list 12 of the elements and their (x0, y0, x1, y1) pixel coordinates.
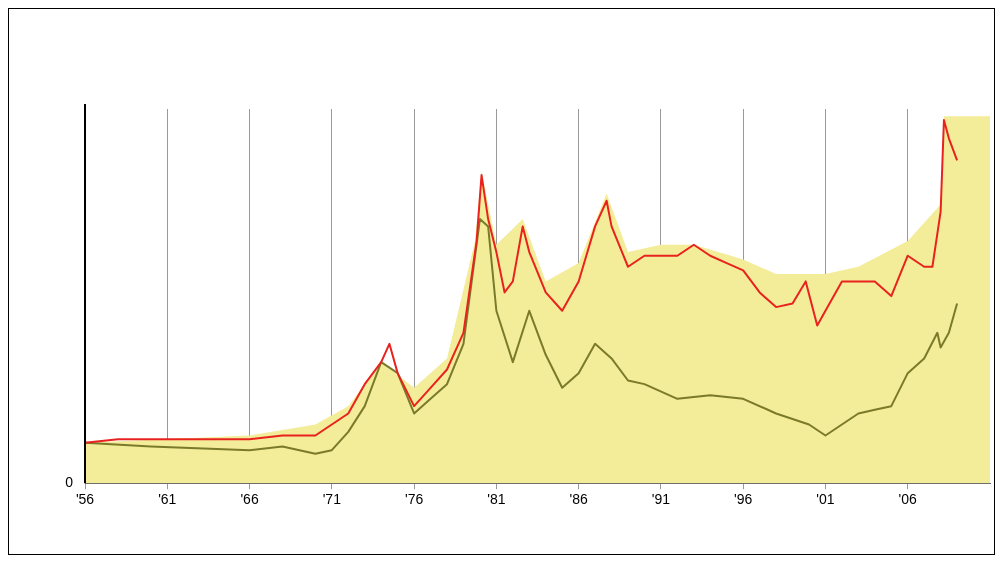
x-tick-label: '76 (404, 491, 424, 508)
x-tick-label: '91 (651, 491, 671, 508)
annotation: 0 (65, 474, 74, 491)
x-tick-label: '81 (487, 491, 506, 508)
x-tick-label: '86 (569, 491, 588, 508)
x-tick-label: '96 (734, 491, 753, 508)
x-tick-label: '06 (898, 491, 918, 508)
x-tick-label: '61 (158, 491, 177, 508)
x-tick-label: '56 (75, 491, 95, 508)
x-tick-label: '71 (322, 491, 342, 508)
x-tick-label: '66 (240, 491, 259, 508)
x-tick-label: '01 (816, 491, 835, 508)
